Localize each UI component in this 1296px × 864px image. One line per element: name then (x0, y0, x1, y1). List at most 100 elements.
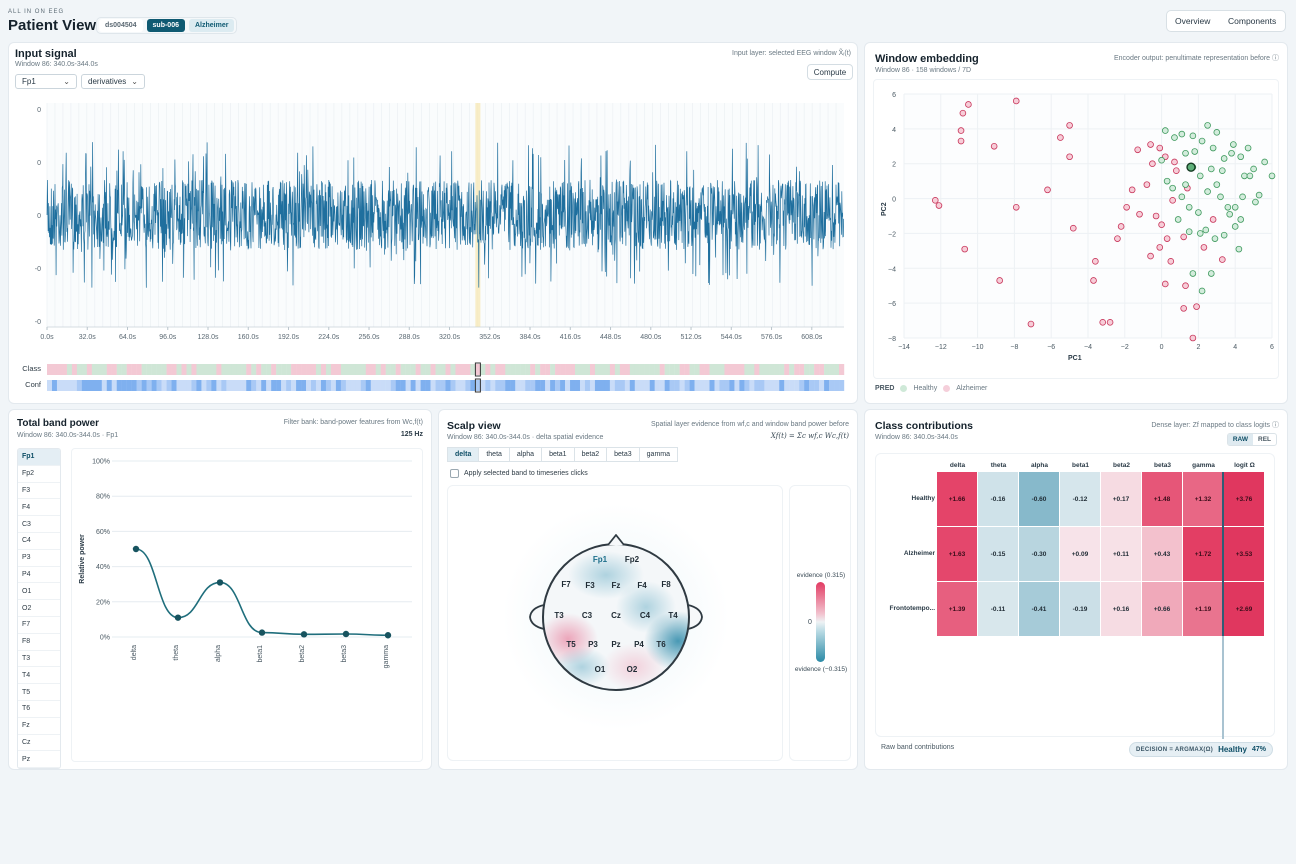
band-tab-beta2[interactable]: beta2 (573, 447, 607, 462)
selected-conf-marker[interactable] (474, 378, 481, 393)
electrode-label-fz[interactable]: Fz (612, 581, 621, 590)
alzheimer-point[interactable] (996, 277, 1003, 284)
healthy-point[interactable] (1169, 184, 1176, 192)
alzheimer-point[interactable] (1156, 244, 1164, 251)
band-power-point[interactable] (258, 629, 266, 636)
healthy-point[interactable] (1241, 172, 1248, 180)
band-power-point[interactable] (132, 545, 140, 553)
channel-item[interactable]: C3 (18, 516, 60, 533)
alzheimer-point[interactable] (965, 101, 972, 108)
alzheimer-point[interactable] (1069, 224, 1077, 232)
alzheimer-point[interactable] (1057, 134, 1064, 141)
heatmap-cell[interactable]: +0.17 (1101, 472, 1142, 527)
healthy-point[interactable] (1202, 226, 1210, 234)
electrode-label-t4[interactable]: T4 (668, 611, 678, 620)
heatmap-cell[interactable]: +1.72 (1183, 527, 1224, 582)
alzheimer-point[interactable] (1147, 252, 1154, 260)
alzheimer-point[interactable] (1134, 146, 1141, 154)
heatmap-cell[interactable]: +1.19 (1183, 582, 1224, 637)
alzheimer-point[interactable] (1173, 167, 1180, 174)
band-power-point[interactable] (342, 630, 350, 638)
electrode-label-c4[interactable]: C4 (640, 611, 651, 620)
alzheimer-point[interactable] (1027, 320, 1035, 328)
electrode-label-p4[interactable]: P4 (634, 640, 644, 649)
healthy-point[interactable] (1239, 193, 1246, 201)
alzheimer-point[interactable] (1161, 280, 1169, 288)
alzheimer-point[interactable] (1143, 181, 1151, 188)
channel-item[interactable]: O2 (18, 600, 60, 617)
alzheimer-point[interactable] (1200, 244, 1208, 251)
alzheimer-point[interactable] (1066, 153, 1073, 161)
channel-item[interactable]: Pz (18, 751, 60, 769)
healthy-point[interactable] (1231, 203, 1239, 211)
current-window-point[interactable] (1186, 162, 1196, 172)
heatmap-cell[interactable]: +0.11 (1101, 527, 1142, 582)
compute-button[interactable]: Compute (807, 64, 853, 80)
healthy-point[interactable] (1237, 216, 1245, 223)
alzheimer-point[interactable] (1092, 258, 1099, 265)
healthy-point[interactable] (1250, 165, 1257, 173)
alzheimer-point[interactable] (1169, 197, 1176, 204)
raw-toggle[interactable]: RAW (1227, 434, 1253, 445)
channel-item[interactable]: T6 (18, 701, 60, 718)
heatmap-cell[interactable]: +1.39 (937, 582, 978, 637)
alzheimer-point[interactable] (1180, 305, 1187, 312)
alzheimer-point[interactable] (990, 142, 998, 150)
alzheimer-point[interactable] (1044, 186, 1051, 194)
healthy-point[interactable] (1182, 149, 1189, 157)
healthy-point[interactable] (1217, 193, 1224, 201)
healthy-point[interactable] (1174, 216, 1182, 223)
apply-band-checkbox[interactable] (450, 469, 459, 478)
eeg-signal-chart[interactable]: 0 0 0 -0 -0 0.0s 32.0s 64.0s 96.0s 128.0s 160.0s 19… (9, 95, 858, 401)
healthy-point[interactable] (1195, 209, 1202, 216)
alzheimer-point[interactable] (959, 109, 967, 117)
channel-item[interactable]: C4 (18, 533, 60, 550)
healthy-point[interactable] (1178, 130, 1186, 138)
alzheimer-point[interactable] (1158, 221, 1165, 229)
heatmap-cell[interactable]: +0.66 (1142, 582, 1183, 637)
healthy-point[interactable] (1255, 191, 1263, 199)
alzheimer-point[interactable] (1128, 186, 1136, 194)
healthy-point[interactable] (1261, 158, 1268, 166)
electrode-label-t6[interactable]: T6 (656, 640, 666, 649)
heatmap-cell[interactable]: +1.48 (1142, 472, 1183, 527)
band-tab-beta3[interactable]: beta3 (606, 447, 639, 462)
alzheimer-point[interactable] (1167, 258, 1175, 265)
healthy-point[interactable] (1246, 172, 1254, 180)
heatmap-cell[interactable]: +3.76 (1224, 472, 1265, 527)
healthy-point[interactable] (1196, 172, 1204, 180)
healthy-point[interactable] (1244, 144, 1252, 152)
alzheimer-point[interactable] (1099, 319, 1107, 326)
healthy-point[interactable] (1231, 223, 1239, 230)
healthy-point[interactable] (1189, 132, 1197, 140)
band-tab-gamma[interactable]: gamma (638, 447, 678, 462)
healthy-point[interactable] (1185, 228, 1193, 235)
healthy-point[interactable] (1213, 129, 1221, 136)
electrode-label-f3[interactable]: F3 (585, 581, 595, 590)
healthy-point[interactable] (1207, 165, 1215, 173)
band-power-chart[interactable]: 100% 80% 60% 40% 20% 0% Relative power delta the… (71, 448, 423, 762)
healthy-point[interactable] (1204, 122, 1211, 129)
channel-select[interactable]: Fp1 ⌄ (15, 74, 77, 89)
channel-item[interactable]: T5 (18, 684, 60, 701)
electrode-label-fp2[interactable]: Fp2 (625, 555, 640, 564)
healthy-point[interactable] (1191, 148, 1199, 155)
scalp-map[interactable]: Fp1 Fp2 F7 F3 Fz F4 F8 T3 C3 Cz C4 T4 T5 P3 Pz P4 T6 O1 O2 (447, 485, 783, 761)
electrode-label-f4[interactable]: F4 (637, 581, 647, 590)
alzheimer-point[interactable] (961, 245, 969, 253)
healthy-point[interactable] (1235, 245, 1243, 253)
heatmap-cell[interactable]: -0.60 (1019, 472, 1060, 527)
electrode-label-f7[interactable]: F7 (561, 580, 571, 589)
channel-item[interactable]: Fp1 (18, 449, 60, 466)
electrode-label-f8[interactable]: F8 (661, 580, 671, 589)
heatmap-cell[interactable]: +0.43 (1142, 527, 1183, 582)
diagnosis-chip[interactable]: Alzheimer (189, 19, 235, 32)
alzheimer-point[interactable] (1149, 160, 1156, 168)
selected-class-marker[interactable] (474, 362, 481, 377)
healthy-point[interactable] (1182, 181, 1189, 188)
heatmap-cell[interactable]: -0.15 (978, 527, 1019, 582)
alzheimer-point[interactable] (957, 137, 965, 145)
band-power-point[interactable] (384, 632, 392, 639)
band-tab-delta[interactable]: delta (447, 447, 479, 462)
channel-item[interactable]: P3 (18, 550, 60, 567)
